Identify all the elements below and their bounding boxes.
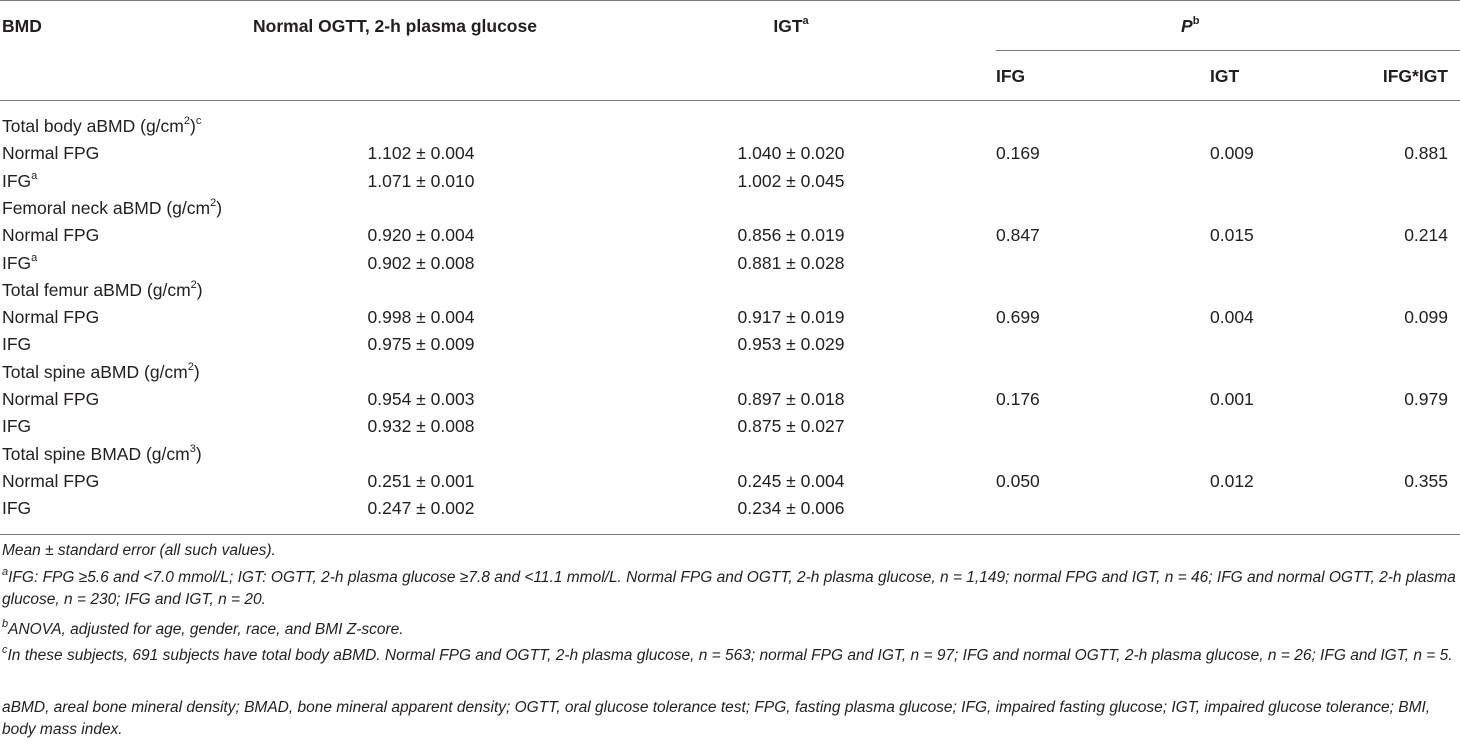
row-label: IFG	[2, 416, 32, 436]
cell-p-interaction: 0.099	[1404, 307, 1448, 327]
p-header-rule	[996, 50, 1460, 51]
row-label: IFGa	[2, 170, 38, 191]
cell-p-ifg: 0.050	[996, 471, 1040, 491]
cell-normal-ogtt: 0.251 ± 0.001	[367, 471, 475, 491]
sub-header-interaction: IFG*IGT	[1382, 66, 1448, 86]
cell-normal-ogtt: 0.998 ± 0.004	[367, 307, 475, 327]
footnote-b: bANOVA, adjusted for age, gender, race, …	[2, 617, 404, 638]
col-header-normal-ogtt: Normal OGTT, 2-h plasma glucose	[253, 16, 537, 36]
cell-normal-ogtt: 0.932 ± 0.008	[367, 416, 475, 436]
cell-igt: 0.234 ± 0.006	[737, 498, 845, 518]
footnote-a: aIFG: FPG ≥5.6 and <7.0 mmol/L; IGT: OGT…	[2, 565, 1456, 608]
row-label: Normal FPG	[2, 389, 100, 409]
cell-p-interaction: 0.979	[1404, 389, 1448, 409]
cell-igt: 1.040 ± 0.020	[737, 143, 845, 163]
cell-normal-ogtt: 0.954 ± 0.003	[367, 389, 475, 409]
cell-normal-ogtt: 0.975 ± 0.009	[367, 334, 475, 354]
cell-igt: 0.897 ± 0.018	[737, 389, 845, 409]
group-title: Total spine BMAD (g/cm3)	[2, 443, 202, 464]
row-label: IFGa	[2, 252, 38, 273]
footnote-mean: Mean ± standard error (all such values).	[2, 542, 276, 559]
group-title: Total body aBMD (g/cm2)c	[2, 115, 202, 136]
cell-p-igt: 0.015	[1210, 225, 1254, 245]
cell-igt: 0.875 ± 0.027	[737, 416, 845, 436]
row-label: Normal FPG	[2, 307, 100, 327]
row-label: Normal FPG	[2, 143, 100, 163]
header-bottom-rule	[0, 100, 1460, 101]
group-title: Total femur aBMD (g/cm2)	[2, 279, 203, 300]
group-title: Total spine aBMD (g/cm2)	[2, 361, 200, 382]
cell-p-igt: 0.001	[1210, 389, 1254, 409]
sub-header-igt: IGT	[1210, 66, 1240, 86]
top-rule	[0, 0, 1460, 1]
group-title: Femoral neck aBMD (g/cm2)	[2, 197, 223, 218]
cell-igt: 1.002 ± 0.045	[737, 171, 845, 191]
col-header-bmd: BMD	[2, 16, 42, 36]
row-label: Normal FPG	[2, 471, 100, 491]
table-bottom-rule	[0, 534, 1460, 535]
cell-igt: 0.953 ± 0.029	[737, 334, 845, 354]
cell-normal-ogtt: 1.102 ± 0.004	[367, 143, 475, 163]
cell-igt: 0.917 ± 0.019	[737, 307, 845, 327]
cell-p-igt: 0.012	[1210, 471, 1254, 491]
cell-igt: 0.881 ± 0.028	[737, 253, 845, 273]
footnote-c: cIn these subjects, 691 subjects have to…	[2, 643, 1453, 664]
cell-igt: 0.856 ± 0.019	[737, 225, 845, 245]
cell-p-igt: 0.009	[1210, 143, 1254, 163]
cell-normal-ogtt: 0.920 ± 0.004	[367, 225, 475, 245]
cell-normal-ogtt: 1.071 ± 0.010	[367, 171, 475, 191]
cell-p-interaction: 0.881	[1404, 143, 1448, 163]
cell-p-igt: 0.004	[1210, 307, 1254, 327]
cell-p-ifg: 0.176	[996, 389, 1040, 409]
cell-p-ifg: 0.847	[996, 225, 1040, 245]
cell-p-ifg: 0.699	[996, 307, 1040, 327]
sub-header-ifg: IFG	[996, 66, 1026, 86]
col-header-igt: IGTa	[773, 15, 809, 36]
cell-normal-ogtt: 0.247 ± 0.002	[367, 498, 475, 518]
cell-igt: 0.245 ± 0.004	[737, 471, 845, 491]
footnote-abbreviations: aBMD, areal bone mineral density; BMAD, …	[2, 699, 1431, 738]
cell-p-interaction: 0.214	[1404, 225, 1448, 245]
cell-p-ifg: 0.169	[996, 143, 1040, 163]
row-label: IFG	[2, 334, 32, 354]
cell-p-interaction: 0.355	[1404, 471, 1448, 491]
col-header-p: Pb	[1181, 15, 1200, 36]
row-label: IFG	[2, 498, 32, 518]
cell-normal-ogtt: 0.902 ± 0.008	[367, 253, 475, 273]
row-label: Normal FPG	[2, 225, 100, 245]
